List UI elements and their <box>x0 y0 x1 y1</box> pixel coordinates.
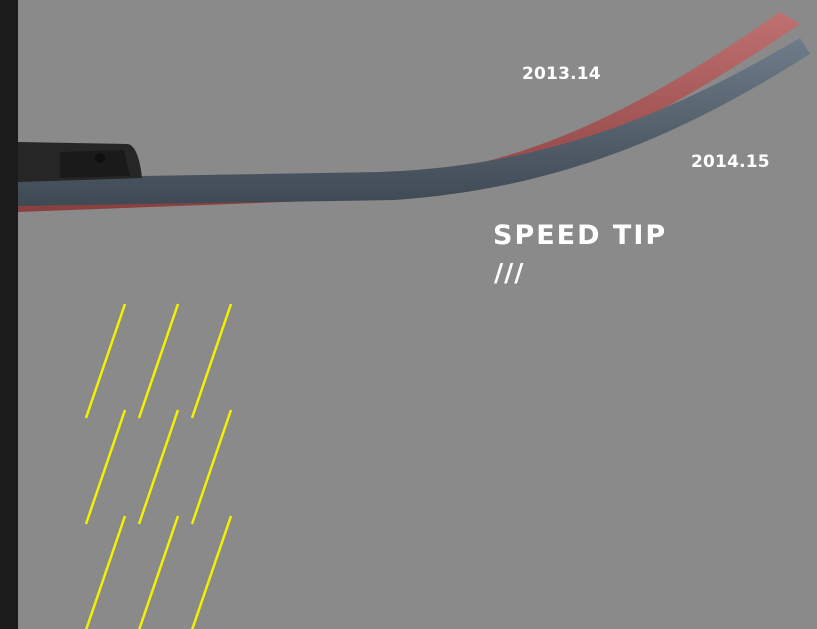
stripe <box>137 303 180 419</box>
ski-2014-15 <box>18 38 810 206</box>
year-label-2014-15: 2014.15 <box>691 152 770 172</box>
stripe <box>137 409 180 525</box>
year-label-2013-14: 2013.14 <box>522 64 601 84</box>
stripe <box>84 409 127 525</box>
stripe <box>84 303 127 419</box>
stripe <box>190 409 233 525</box>
stripe <box>190 303 233 419</box>
speed-tip-heading: SPEED TIP <box>493 220 668 251</box>
stripe <box>85 515 127 629</box>
slash-mark: /// <box>494 258 525 287</box>
left-edge-bar <box>0 0 18 629</box>
stripe <box>138 515 180 629</box>
yellow-stripes-pattern <box>84 303 233 629</box>
ski-2013-14 <box>18 12 800 212</box>
stripe <box>191 515 233 629</box>
